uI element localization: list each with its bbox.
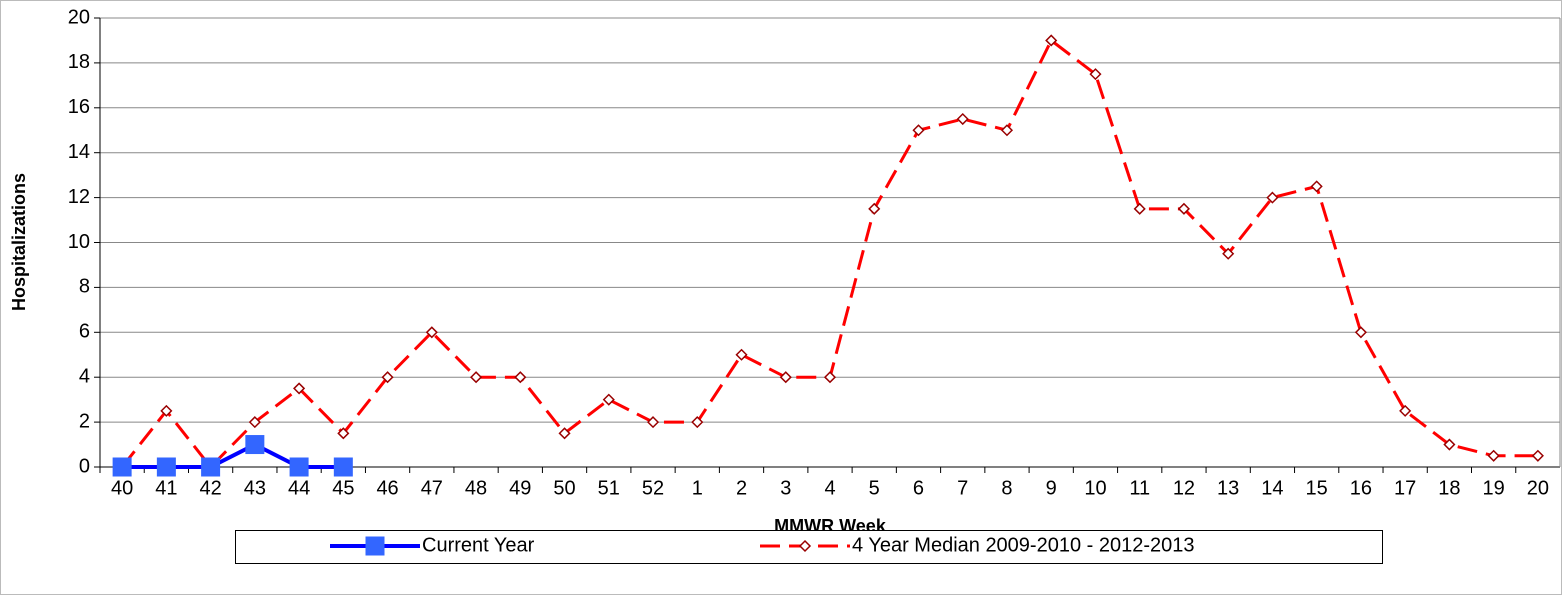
x-tick-label: 11: [1129, 477, 1150, 499]
point: [646, 416, 660, 429]
x-tick-label: 52: [642, 477, 664, 499]
point: [1487, 449, 1500, 462]
x-tick-label: 17: [1394, 477, 1416, 499]
point: [779, 371, 792, 384]
point: [1399, 404, 1412, 417]
legend-marker: [365, 536, 385, 556]
point: [337, 427, 350, 440]
point: [1354, 326, 1367, 339]
point: [248, 416, 261, 429]
x-tick-label: 16: [1350, 477, 1372, 499]
x-tick-label: 12: [1173, 477, 1195, 499]
legend-label: 4 Year Median 2009-2010 - 2012-2013: [852, 534, 1195, 556]
legend-label: Current Year: [422, 534, 535, 556]
x-tick-label: 15: [1306, 477, 1328, 499]
x-tick-label: 45: [332, 477, 354, 499]
y-tick-label: 2: [79, 410, 90, 432]
x-tick-label: 4: [824, 477, 835, 499]
point: [514, 371, 527, 384]
point: [1133, 202, 1146, 215]
x-tick-label: 40: [111, 477, 133, 499]
y-tick-label: 0: [79, 455, 90, 477]
point: [1089, 68, 1102, 81]
x-tick-label: 41: [155, 477, 177, 499]
y-axis-label: Hospitalizations: [9, 173, 29, 311]
point: [201, 457, 221, 477]
x-tick-label: 42: [199, 477, 221, 499]
x-tick-label: 2: [736, 477, 747, 499]
x-tick-label: 3: [780, 477, 791, 499]
y-tick-label: 18: [68, 51, 90, 73]
x-tick-label: 19: [1483, 477, 1505, 499]
point: [1045, 34, 1058, 47]
y-tick-label: 4: [79, 365, 90, 387]
point: [470, 371, 483, 384]
x-tick-label: 7: [957, 477, 968, 499]
point: [245, 435, 265, 455]
point: [112, 457, 132, 477]
x-tick-label: 1: [692, 477, 703, 499]
x-tick-label: 6: [913, 477, 924, 499]
y-tick-label: 8: [79, 276, 90, 298]
point: [912, 124, 925, 137]
point: [691, 416, 704, 429]
x-tick-label: 49: [509, 477, 531, 499]
point: [1310, 180, 1323, 193]
point: [868, 202, 881, 215]
x-tick-label: 51: [598, 477, 620, 499]
x-tick-label: 20: [1527, 477, 1549, 499]
x-tick-label: 50: [553, 477, 575, 499]
point: [558, 427, 571, 440]
x-tick-label: 43: [244, 477, 266, 499]
x-tick-label: 18: [1438, 477, 1460, 499]
y-tick-label: 14: [68, 141, 90, 163]
x-tick-label: 9: [1046, 477, 1057, 499]
x-tick-label: 44: [288, 477, 310, 499]
x-tick-label: 47: [421, 477, 443, 499]
x-tick-label: 14: [1261, 477, 1283, 499]
point: [156, 457, 176, 477]
point: [1443, 438, 1456, 451]
x-tick-label: 5: [869, 477, 880, 499]
x-tick-label: 46: [376, 477, 398, 499]
y-tick-label: 20: [68, 6, 90, 28]
point: [1222, 247, 1235, 260]
y-tick-label: 16: [68, 96, 90, 118]
point: [1000, 124, 1014, 137]
point: [381, 371, 394, 384]
point: [160, 404, 173, 417]
y-tick-label: 10: [68, 231, 90, 253]
point: [602, 393, 615, 406]
legend-marker: [798, 539, 812, 553]
point: [1266, 191, 1279, 204]
y-tick-label: 6: [79, 321, 90, 343]
point: [425, 326, 438, 339]
y-tick-label: 12: [68, 186, 90, 208]
point: [293, 382, 306, 395]
x-tick-label: 10: [1084, 477, 1106, 499]
series-line: [122, 442, 344, 469]
point: [1177, 202, 1191, 215]
x-tick-label: 13: [1217, 477, 1239, 499]
x-tick-label: 8: [1001, 477, 1012, 499]
point: [823, 371, 837, 384]
point: [289, 457, 309, 477]
point: [735, 348, 748, 361]
point: [1531, 449, 1544, 462]
series-line: [120, 38, 1538, 469]
point: [333, 457, 353, 477]
point: [956, 112, 969, 126]
x-tick-label: 48: [465, 477, 487, 499]
